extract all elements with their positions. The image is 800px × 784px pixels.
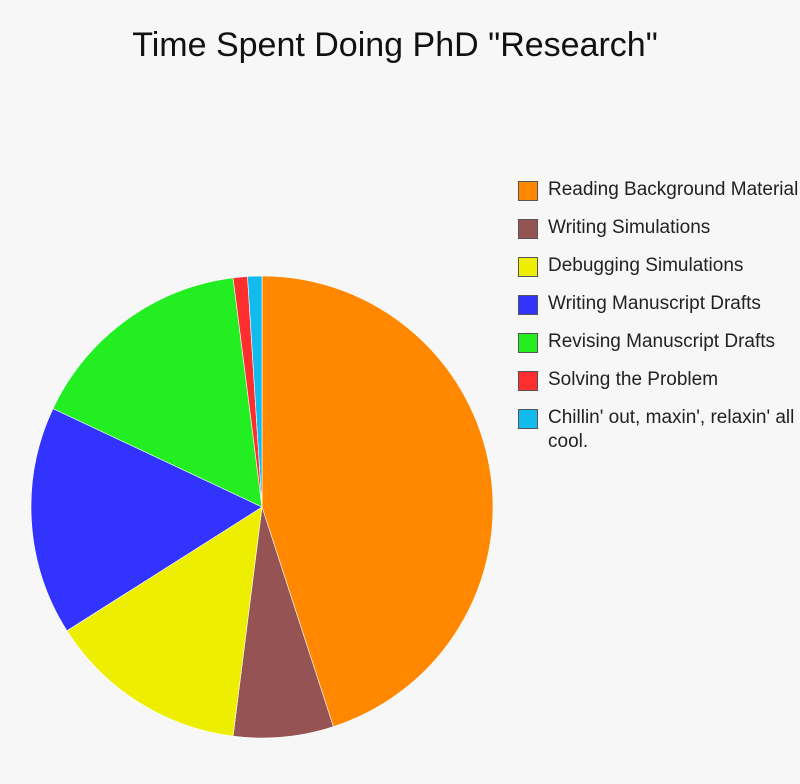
chart-title: Time Spent Doing PhD "Research" xyxy=(132,26,658,64)
legend-swatch xyxy=(518,181,538,201)
pie-slice-3 xyxy=(30,408,263,632)
legend-item: Writing Manuscript Drafts xyxy=(518,292,800,316)
legend-swatch xyxy=(518,257,538,277)
legend-item: Chillin' out, maxin', relaxin' all cool. xyxy=(518,406,800,454)
legend-item: Revising Manuscript Drafts xyxy=(518,330,800,354)
legend-swatch xyxy=(518,333,538,353)
legend-label: Reading Background Material xyxy=(548,179,799,200)
legend-label: Writing Simulations xyxy=(548,217,711,238)
legend-swatch xyxy=(518,295,538,315)
legend-item: Reading Background Material xyxy=(518,178,800,202)
legend-label: Chillin' out, maxin', relaxin' all cool. xyxy=(548,407,795,452)
legend-swatch xyxy=(518,371,538,391)
legend-swatch xyxy=(518,409,538,429)
legend-label: Revising Manuscript Drafts xyxy=(548,331,776,352)
legend-label: Debugging Simulations xyxy=(548,255,744,276)
legend-item: Writing Simulations xyxy=(518,216,800,240)
pie-slice-2 xyxy=(66,506,263,737)
pie-slice-4 xyxy=(52,277,263,508)
legend-label: Solving the Problem xyxy=(548,369,719,390)
legend-item: Solving the Problem xyxy=(518,368,800,392)
legend-label: Writing Manuscript Drafts xyxy=(548,293,761,314)
legend-swatch xyxy=(518,219,538,239)
pie-slice-0 xyxy=(261,275,494,728)
pie-slice-1 xyxy=(232,506,334,739)
legend-item: Debugging Simulations xyxy=(518,254,800,278)
pie-slice-6 xyxy=(247,275,263,508)
legend: Reading Background Material Writing Simul… xyxy=(518,178,800,468)
